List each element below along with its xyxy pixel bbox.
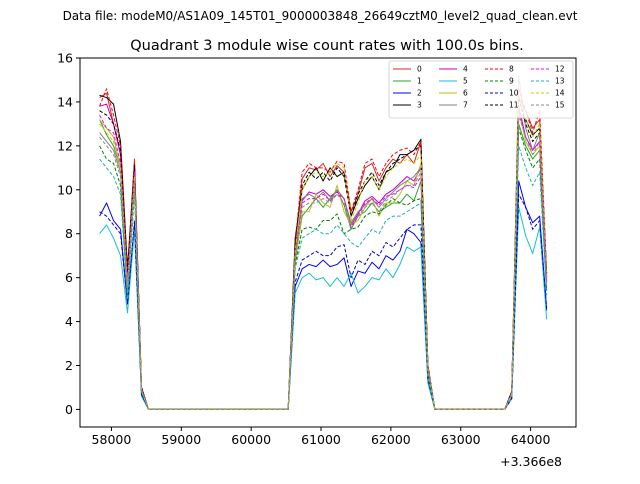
y-tick-label: 6 bbox=[65, 270, 73, 285]
y-tick-label: 0 bbox=[65, 402, 73, 417]
legend-label-2: 2 bbox=[417, 89, 422, 98]
legend-label-12: 12 bbox=[555, 65, 565, 74]
legend-label-8: 8 bbox=[509, 65, 514, 74]
legend-label-7: 7 bbox=[463, 101, 468, 110]
plot-frame bbox=[79, 57, 577, 428]
legend-label-15: 15 bbox=[555, 101, 565, 110]
legend-label-3: 3 bbox=[417, 101, 422, 110]
legend-box bbox=[388, 60, 574, 119]
x-tick-label: 64000 bbox=[511, 432, 551, 447]
y-tick-label: 14 bbox=[57, 94, 73, 109]
legend-label-14: 14 bbox=[555, 89, 565, 98]
x-tick-label: 58000 bbox=[92, 432, 132, 447]
y-tick-label: 10 bbox=[57, 182, 73, 197]
legend-label-5: 5 bbox=[463, 77, 468, 86]
series-line-15 bbox=[99, 114, 548, 410]
legend-label-1: 1 bbox=[417, 77, 422, 86]
figure-suptitle: Data file: modeM0/AS1A09_145T01_90000038… bbox=[63, 9, 578, 23]
plot-background bbox=[80, 58, 576, 427]
axes-area bbox=[80, 58, 576, 427]
y-tick-label: 2 bbox=[65, 358, 73, 373]
y-tick-label: 4 bbox=[65, 314, 73, 329]
legend-label-9: 9 bbox=[509, 77, 514, 86]
x-tick-label: 59000 bbox=[161, 432, 201, 447]
legend-label-10: 10 bbox=[509, 89, 519, 98]
axis-group: 58000 59000 60000 61000 62000 63000 64000 0 2 4 6 8… bbox=[57, 51, 577, 447]
x-tick-label: 63000 bbox=[441, 432, 481, 447]
y-tick-label: 16 bbox=[57, 51, 73, 66]
x-tick-label: 62000 bbox=[371, 432, 411, 447]
legend-label-11: 11 bbox=[509, 101, 519, 110]
y-tick-label: 8 bbox=[65, 226, 73, 241]
x-tick-label: 60000 bbox=[231, 432, 271, 447]
x-offset-label: +3.366e8 bbox=[500, 454, 562, 469]
y-tick-label: 12 bbox=[57, 138, 73, 153]
series-line-14 bbox=[99, 97, 548, 410]
legend-label-13: 13 bbox=[555, 77, 565, 86]
x-tick-label: 61000 bbox=[301, 432, 341, 447]
legend-label-0: 0 bbox=[417, 65, 422, 74]
legend-label-4: 4 bbox=[463, 65, 468, 74]
legend-label-6: 6 bbox=[463, 89, 468, 98]
chart-title: Quadrant 3 module wise count rates with … bbox=[130, 38, 524, 54]
series-group bbox=[99, 75, 548, 410]
